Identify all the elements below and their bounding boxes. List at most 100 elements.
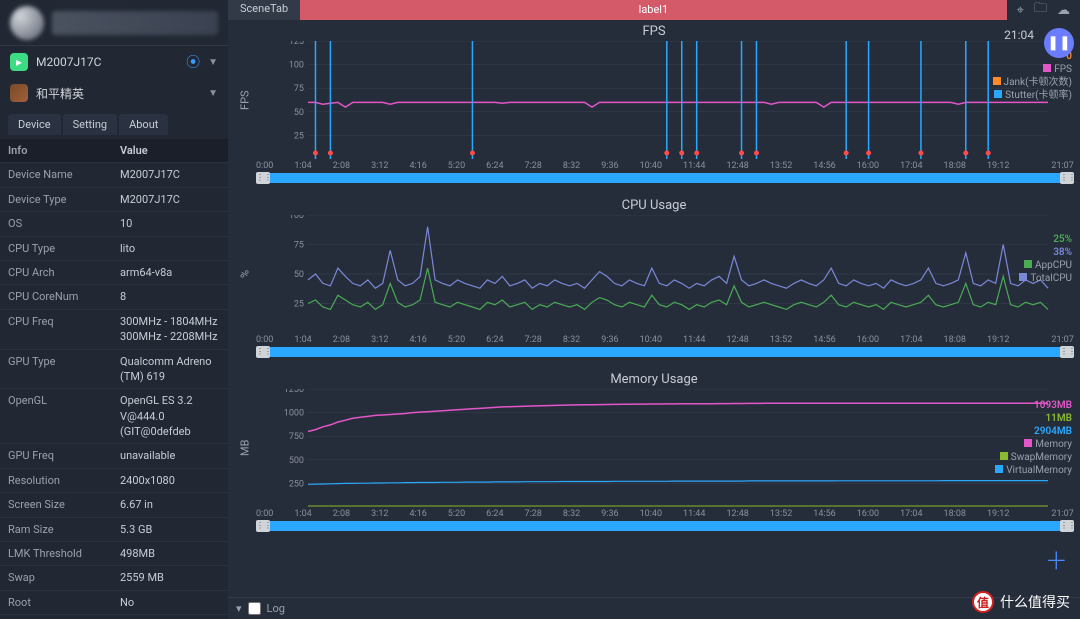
device-info-table: Info Value Device NameM2007J17CDevice Ty… [0,139,228,619]
info-val: 2559 MB [112,566,228,589]
info-key: Swap [0,566,112,589]
info-val: M2007J17C [112,163,228,186]
svg-text:25: 25 [294,300,304,310]
svg-text:1000: 1000 [284,409,304,419]
scene-tab[interactable]: SceneTab [228,0,300,20]
device-selector-label: M2007J17C [36,55,178,69]
info-val: arm64-v8a [112,261,228,284]
info-row: Device NameM2007J17C [0,163,228,187]
avatar [10,6,44,40]
svg-text:50: 50 [294,270,304,280]
svg-text:250: 250 [289,479,304,489]
svg-text:1250: 1250 [284,389,304,395]
add-fab[interactable]: + [1047,541,1066,581]
info-val: unavailable [112,444,228,467]
mem-title: Memory Usage [234,372,1074,387]
mem-ylabel: MB [234,389,256,507]
app-selector-label: 和平精英 [36,85,200,102]
appcpu-value: 25% [1019,233,1072,246]
info-key: GPU Type [0,350,112,389]
svg-text:75: 75 [294,84,304,94]
collapse-icon[interactable]: ▾ [236,602,242,615]
cpu-xaxis: 0:001:042:083:124:165:206:247:288:329:36… [234,333,1074,345]
info-val: lito [112,237,228,260]
info-val: 300MHz - 1804MHz 300MHz - 2208MHz [112,310,228,349]
log-label: Log [267,602,285,615]
info-val: M2007J17C [112,188,228,211]
mem-scrubber[interactable] [256,521,1074,531]
cpu-chart: CPU Usage % 25 50 75 100 25% 38% AppCPUTota… [234,198,1074,370]
svg-text:75: 75 [294,241,304,251]
totalcpu-value: 38% [1019,246,1072,259]
info-val: OpenGL ES 3.2 V@444.0 (GIT@0defdeb [112,389,228,443]
info-key: CPU Freq [0,310,112,349]
top-bar: SceneTab label1 ⌖ 🗀 ☁ [228,0,1080,20]
info-key: Root [0,591,112,614]
info-val: Qualcomm Adreno (TM) 619 [112,350,228,389]
info-row: CPU Freq300MHz - 1804MHz 300MHz - 2208MH… [0,310,228,350]
app-selector[interactable]: 和平精英 ▼ [0,78,228,108]
info-row: CPU Typelito [0,237,228,261]
device-selector[interactable]: ▸ M2007J17C ⦿ ▼ [0,46,228,78]
info-row: Swap2559 MB [0,566,228,590]
info-val: 10 [112,212,228,235]
timestamp: 21:04 [1004,28,1034,42]
locate-icon[interactable]: ⌖ [1017,3,1024,18]
info-val: 5.3 GB [112,518,228,541]
mem-chart: Memory Usage MB 25050075010001250 1093MB… [234,372,1074,544]
folder-icon[interactable]: 🗀 [1034,0,1047,21]
info-key: CPU Arch [0,261,112,284]
android-icon: ▸ [10,53,28,71]
info-row: CPU CoreNum8 [0,285,228,309]
profile-name-blur [52,11,218,35]
tab-about[interactable]: About [119,114,168,135]
charts: FPS FPS 255075100125 60.9 0 FPSJank(卡顿次数… [228,20,1080,597]
mem-plot[interactable]: 25050075010001250 1093MB 11MB 2904MB Mem… [256,389,1074,507]
cpu-title: CPU Usage [234,198,1074,213]
svg-text:50: 50 [294,108,304,118]
cloud-icon[interactable]: ☁ [1057,3,1070,18]
sidebar: ▸ M2007J17C ⦿ ▼ 和平精英 ▼ Device Setting Ab… [0,0,228,619]
info-row: Ram Size5.3 GB [0,518,228,542]
info-val: No [112,591,228,614]
chevron-down-icon: ▼ [208,57,218,68]
bottom-bar: ▾ Log [228,597,1080,619]
cpu-plot[interactable]: 25 50 75 100 25% 38% AppCPUTotalCPU [256,215,1074,333]
label-bar[interactable]: label1 [300,0,1007,20]
fps-xaxis: 0:001:042:083:124:165:206:247:288:329:36… [234,159,1074,171]
game-icon [10,84,28,102]
info-key: GPU Freq [0,444,112,467]
info-val: 6.67 in [112,493,228,516]
cpu-ylabel: % [234,215,256,333]
svg-text:100: 100 [289,215,304,221]
fps-scrubber[interactable] [256,173,1074,183]
cpu-scrubber[interactable] [256,347,1074,357]
info-header: Info Value [0,139,228,163]
svg-text:100: 100 [289,61,304,71]
info-key: Device Name [0,163,112,186]
wifi-icon: ⦿ [186,52,200,72]
cpu-legend: 25% 38% AppCPUTotalCPU [1019,233,1072,285]
fps-plot[interactable]: 255075100125 60.9 0 FPSJank(卡顿次数)Stutter… [256,41,1074,159]
info-val: 2400x1080 [112,469,228,492]
info-row: Screen Size6.67 in [0,493,228,517]
pause-button[interactable]: ❚❚ [1044,28,1074,58]
fps-ylabel: FPS [234,41,256,159]
watermark-badge: 值 [972,591,994,613]
mem-legend: 1093MB 11MB 2904MB MemorySwapMemoryVirtu… [995,399,1072,477]
info-row: CPU Archarm64-v8a [0,261,228,285]
svg-text:125: 125 [289,41,304,47]
tab-device[interactable]: Device [8,114,61,135]
chevron-down-icon: ▼ [208,88,218,99]
fps-title: FPS [234,24,1074,39]
svg-text:25: 25 [294,131,304,141]
info-key: Screen Size [0,493,112,516]
main-panel: SceneTab label1 ⌖ 🗀 ☁ 21:04 ❚❚ FPS FPS 2… [228,0,1080,619]
info-val: 8 [112,285,228,308]
info-key: CPU Type [0,237,112,260]
tab-setting[interactable]: Setting [63,114,118,135]
profile-header [0,0,228,46]
log-checkbox[interactable] [248,602,261,615]
info-key: Ram Size [0,518,112,541]
info-row: RootNo [0,591,228,615]
